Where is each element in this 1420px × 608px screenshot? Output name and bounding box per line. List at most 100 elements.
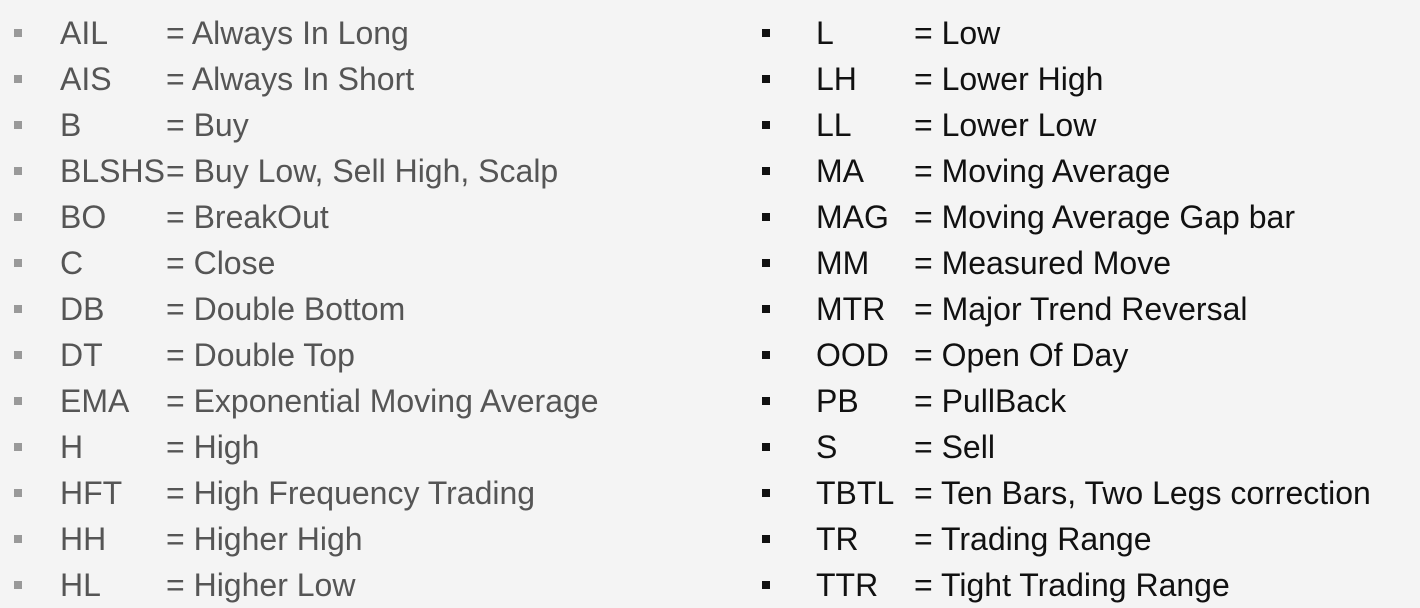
list-item: B = Buy	[14, 102, 599, 148]
list-item: PB = PullBack	[762, 378, 1371, 424]
definition: = Tight Trading Range	[914, 567, 1230, 603]
abbreviation: AIL	[60, 15, 109, 51]
definition: = Low	[914, 15, 1001, 51]
list-item: LH = Lower High	[762, 56, 1371, 102]
definition: = Moving Average Gap bar	[914, 199, 1295, 235]
definition: = Always In Long	[166, 15, 409, 51]
definition: = Major Trend Reversal	[914, 291, 1248, 327]
square-bullet-icon	[14, 121, 22, 129]
square-bullet-icon	[762, 75, 770, 83]
definition: = Higher High	[166, 521, 363, 557]
list-item: MM = Measured Move	[762, 240, 1371, 286]
definition: = Always In Short	[166, 61, 415, 97]
square-bullet-icon	[762, 29, 770, 37]
square-bullet-icon	[14, 29, 22, 37]
abbreviation: HFT	[60, 475, 123, 511]
abbreviation: DT	[60, 337, 103, 373]
list-item: EMA = Exponential Moving Average	[14, 378, 599, 424]
abbreviation: DB	[60, 291, 105, 327]
abbreviation: AIS	[60, 61, 112, 97]
abbreviation: TR	[816, 521, 859, 557]
definition: = PullBack	[914, 383, 1067, 419]
abbreviation: BO	[60, 199, 107, 235]
definition: = Double Top	[166, 337, 355, 373]
square-bullet-icon	[14, 489, 22, 497]
right-abbreviation-list: L = Low LH = Lower High LL = Lower Low M…	[762, 10, 1371, 608]
square-bullet-icon	[762, 121, 770, 129]
list-item: DB = Double Bottom	[14, 286, 599, 332]
definition: = Measured Move	[914, 245, 1172, 281]
square-bullet-icon	[14, 305, 22, 313]
square-bullet-icon	[762, 351, 770, 359]
square-bullet-icon	[14, 351, 22, 359]
square-bullet-icon	[14, 443, 22, 451]
left-abbreviation-list: AIL = Always In Long AIS = Always In Sho…	[14, 10, 599, 608]
square-bullet-icon	[762, 443, 770, 451]
list-item: MA = Moving Average	[762, 148, 1371, 194]
definition: = Trading Range	[914, 521, 1152, 557]
list-item: AIL = Always In Long	[14, 10, 599, 56]
list-item: HFT = High Frequency Trading	[14, 470, 599, 516]
abbreviation: L	[816, 15, 834, 51]
list-item: LL = Lower Low	[762, 102, 1371, 148]
square-bullet-icon	[762, 213, 770, 221]
list-item: TTR = Tight Trading Range	[762, 562, 1371, 608]
definition: = Ten Bars, Two Legs correction	[914, 475, 1371, 511]
square-bullet-icon	[14, 213, 22, 221]
definition: = Moving Average	[914, 153, 1171, 189]
abbreviation: HH	[60, 521, 107, 557]
definition: = Double Bottom	[166, 291, 406, 327]
abbreviation: H	[60, 429, 84, 465]
abbreviation: MAG	[816, 199, 889, 235]
abbreviation: B	[60, 107, 82, 143]
definition: = High	[166, 429, 260, 465]
definition: = Lower Low	[914, 107, 1097, 143]
abbreviation: S	[816, 429, 838, 465]
list-item: MAG = Moving Average Gap bar	[762, 194, 1371, 240]
list-item: AIS = Always In Short	[14, 56, 599, 102]
definition: = Close	[166, 245, 276, 281]
abbreviation: MA	[816, 153, 864, 189]
abbreviation: MM	[816, 245, 870, 281]
abbreviation: C	[60, 245, 84, 281]
definition: = Higher Low	[166, 567, 356, 603]
square-bullet-icon	[762, 489, 770, 497]
definition: = Sell	[914, 429, 995, 465]
abbreviation: LL	[816, 107, 852, 143]
definition: = Buy Low, Sell High, Scalp	[166, 153, 559, 189]
abbreviation: OOD	[816, 337, 889, 373]
square-bullet-icon	[762, 535, 770, 543]
square-bullet-icon	[762, 167, 770, 175]
square-bullet-icon	[762, 259, 770, 267]
square-bullet-icon	[14, 167, 22, 175]
list-item: OOD = Open Of Day	[762, 332, 1371, 378]
square-bullet-icon	[14, 535, 22, 543]
definition: = Lower High	[914, 61, 1104, 97]
abbreviation: PB	[816, 383, 859, 419]
abbreviation: HL	[60, 567, 101, 603]
list-item: TR = Trading Range	[762, 516, 1371, 562]
square-bullet-icon	[14, 75, 22, 83]
definition: = Buy	[166, 107, 249, 143]
abbreviation: EMA	[60, 383, 130, 419]
list-item: MTR = Major Trend Reversal	[762, 286, 1371, 332]
list-item: HH = Higher High	[14, 516, 599, 562]
definition: = Open Of Day	[914, 337, 1129, 373]
definition: = BreakOut	[166, 199, 329, 235]
abbreviation: TBTL	[816, 475, 895, 511]
list-item: L = Low	[762, 10, 1371, 56]
list-item: HL = Higher Low	[14, 562, 599, 608]
definition: = Exponential Moving Average	[166, 383, 599, 419]
abbreviation: LH	[816, 61, 857, 97]
list-item: H = High	[14, 424, 599, 470]
square-bullet-icon	[14, 581, 22, 589]
abbreviation: TTR	[816, 567, 879, 603]
abbreviation: MTR	[816, 291, 886, 327]
square-bullet-icon	[14, 397, 22, 405]
list-item: DT = Double Top	[14, 332, 599, 378]
list-item: TBTL = Ten Bars, Two Legs correction	[762, 470, 1371, 516]
definition: = High Frequency Trading	[166, 475, 536, 511]
list-item: BO = BreakOut	[14, 194, 599, 240]
list-item: C = Close	[14, 240, 599, 286]
